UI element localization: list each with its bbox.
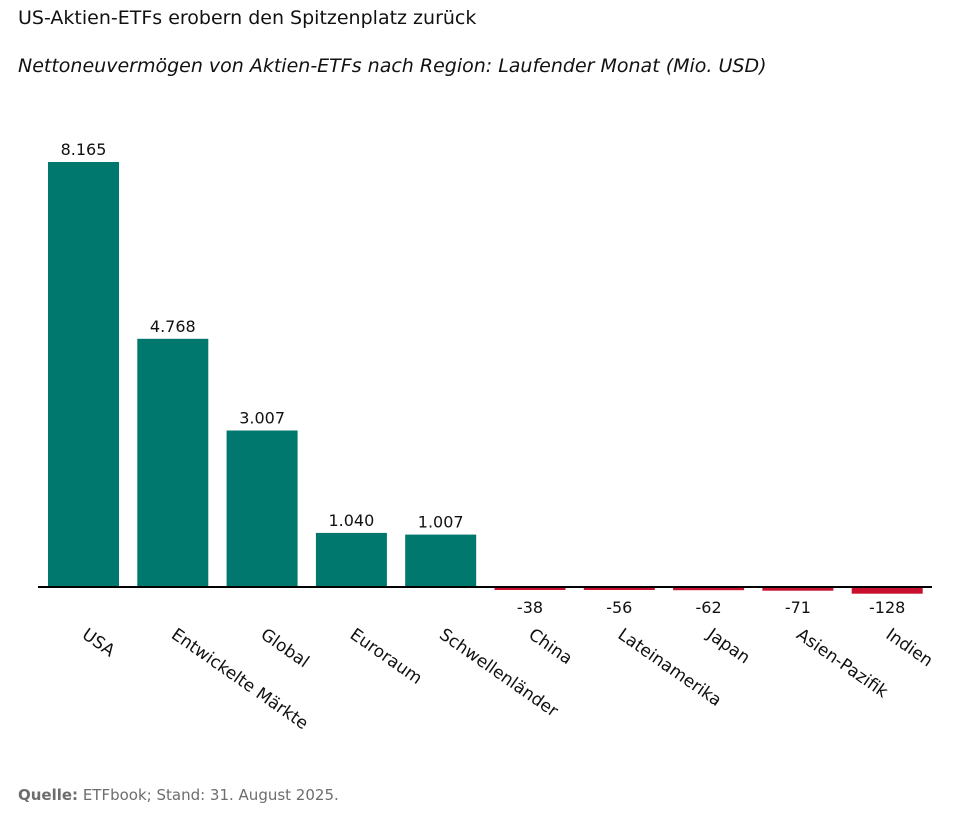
value-label-usa: 8.165: [61, 140, 107, 159]
category-label-global: Global: [257, 625, 313, 672]
bar-entwickelte-maerkte: [137, 338, 209, 587]
value-label-indien: -128: [869, 598, 905, 617]
bar-indien: [851, 587, 923, 594]
value-label-schwellenlaender: 1.007: [418, 513, 464, 532]
value-label-lateinamerika: -56: [606, 598, 632, 617]
value-label-entwickelte-maerkte: 4.768: [150, 317, 196, 336]
category-label-china: China: [525, 625, 576, 669]
category-label-usa: USA: [78, 625, 119, 662]
bar-china: [494, 587, 566, 590]
value-labels-group: 8.165 4.768 3.007 1.040 1.007 -38 -56 -62 -71 -12…: [61, 140, 906, 617]
bar-chart: 8.165 4.768 3.007 1.040 1.007 -38 -56 -62 -71 -12…: [38, 140, 936, 734]
bar-lateinamerika: [583, 587, 655, 590]
bar-usa: [48, 162, 119, 587]
bar-euroraum: [315, 532, 387, 587]
value-label-japan: -62: [696, 598, 722, 617]
source-note: Quelle: ETFbook; Stand: 31. August 2025.: [18, 785, 339, 805]
category-label-indien: Indien: [882, 625, 937, 672]
bar-schwellenlaender: [405, 534, 477, 587]
chart-subtitle: Nettoneuvermögen von Aktien-ETFs nach Re…: [18, 55, 767, 77]
bars-group: [48, 162, 923, 594]
category-label-euroraum: Euroraum: [346, 625, 426, 689]
value-label-global: 3.007: [239, 409, 285, 428]
chart-title: US-Aktien-ETFs erobern den Spitzenplatz …: [18, 7, 477, 29]
value-label-euroraum: 1.040: [328, 511, 374, 530]
bar-japan: [673, 587, 745, 591]
value-label-asien-pazifik: -71: [785, 598, 811, 617]
category-label-japan: Japan: [702, 624, 753, 668]
source-text: ETFbook; Stand: 31. August 2025.: [78, 786, 339, 804]
bar-global: [226, 430, 298, 587]
value-label-china: -38: [517, 598, 543, 617]
category-label-asien-pazifik: Asien-Pazifik: [793, 625, 892, 703]
source-label: Quelle:: [18, 786, 79, 804]
bar-asien-pazifik: [762, 587, 834, 591]
